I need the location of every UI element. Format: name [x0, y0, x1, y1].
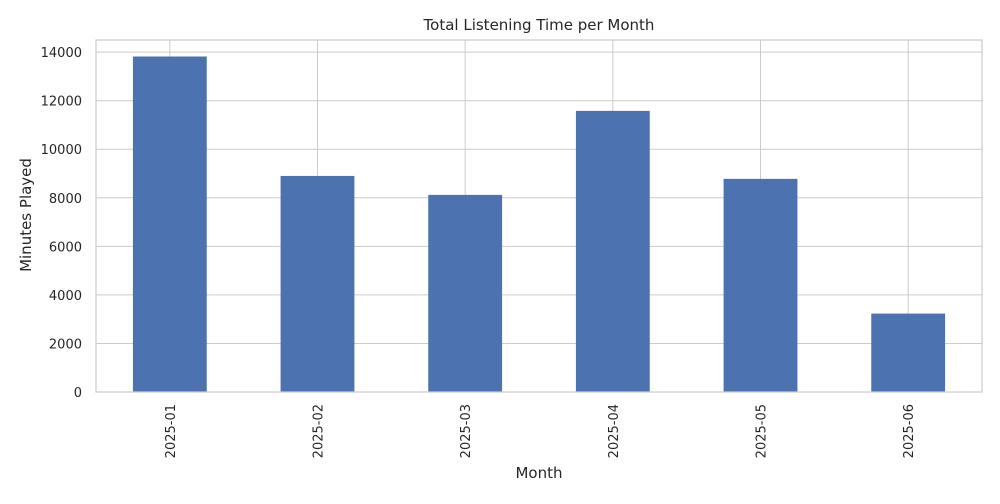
y-tick-label: 2000 — [49, 337, 82, 352]
x-tick-label: 2025-02 — [312, 404, 327, 458]
x-tick-label: 2025-04 — [607, 404, 622, 458]
y-tick-labels: 0 2000 4000 6000 8000 10000 12000 14000 — [41, 46, 82, 401]
bar-2025-01 — [132, 56, 207, 392]
y-tick-label: 4000 — [49, 289, 82, 304]
y-tick-label: 10000 — [41, 143, 82, 158]
x-tick-label: 2025-06 — [902, 404, 917, 458]
bar-2025-04 — [575, 110, 650, 392]
y-tick-label: 6000 — [49, 240, 82, 255]
plot-frame — [95, 39, 983, 393]
bar-2025-05 — [723, 178, 798, 392]
y-tick-label: 0 — [74, 386, 82, 401]
bar-2025-03 — [428, 194, 503, 392]
bar-layer — [132, 56, 946, 392]
y-tick-label: 8000 — [49, 192, 82, 207]
x-tick-label: 2025-01 — [164, 404, 179, 458]
bar-2025-02 — [280, 175, 355, 392]
x-tick-labels: 2025-01 2025-02 2025-03 2025-04 2025-05 2025-… — [164, 404, 917, 458]
x-tick-label: 2025-03 — [459, 404, 474, 458]
x-axis-label: Month — [515, 464, 562, 482]
y-tick-label: 14000 — [41, 46, 82, 61]
y-tick-label: 12000 — [41, 95, 82, 110]
chart-title: Total Listening Time per Month — [423, 16, 655, 34]
y-axis-label: Minutes Played — [17, 158, 35, 272]
grid-layer — [96, 40, 982, 393]
bar-2025-06 — [871, 313, 946, 392]
x-tick-label: 2025-05 — [755, 404, 770, 458]
